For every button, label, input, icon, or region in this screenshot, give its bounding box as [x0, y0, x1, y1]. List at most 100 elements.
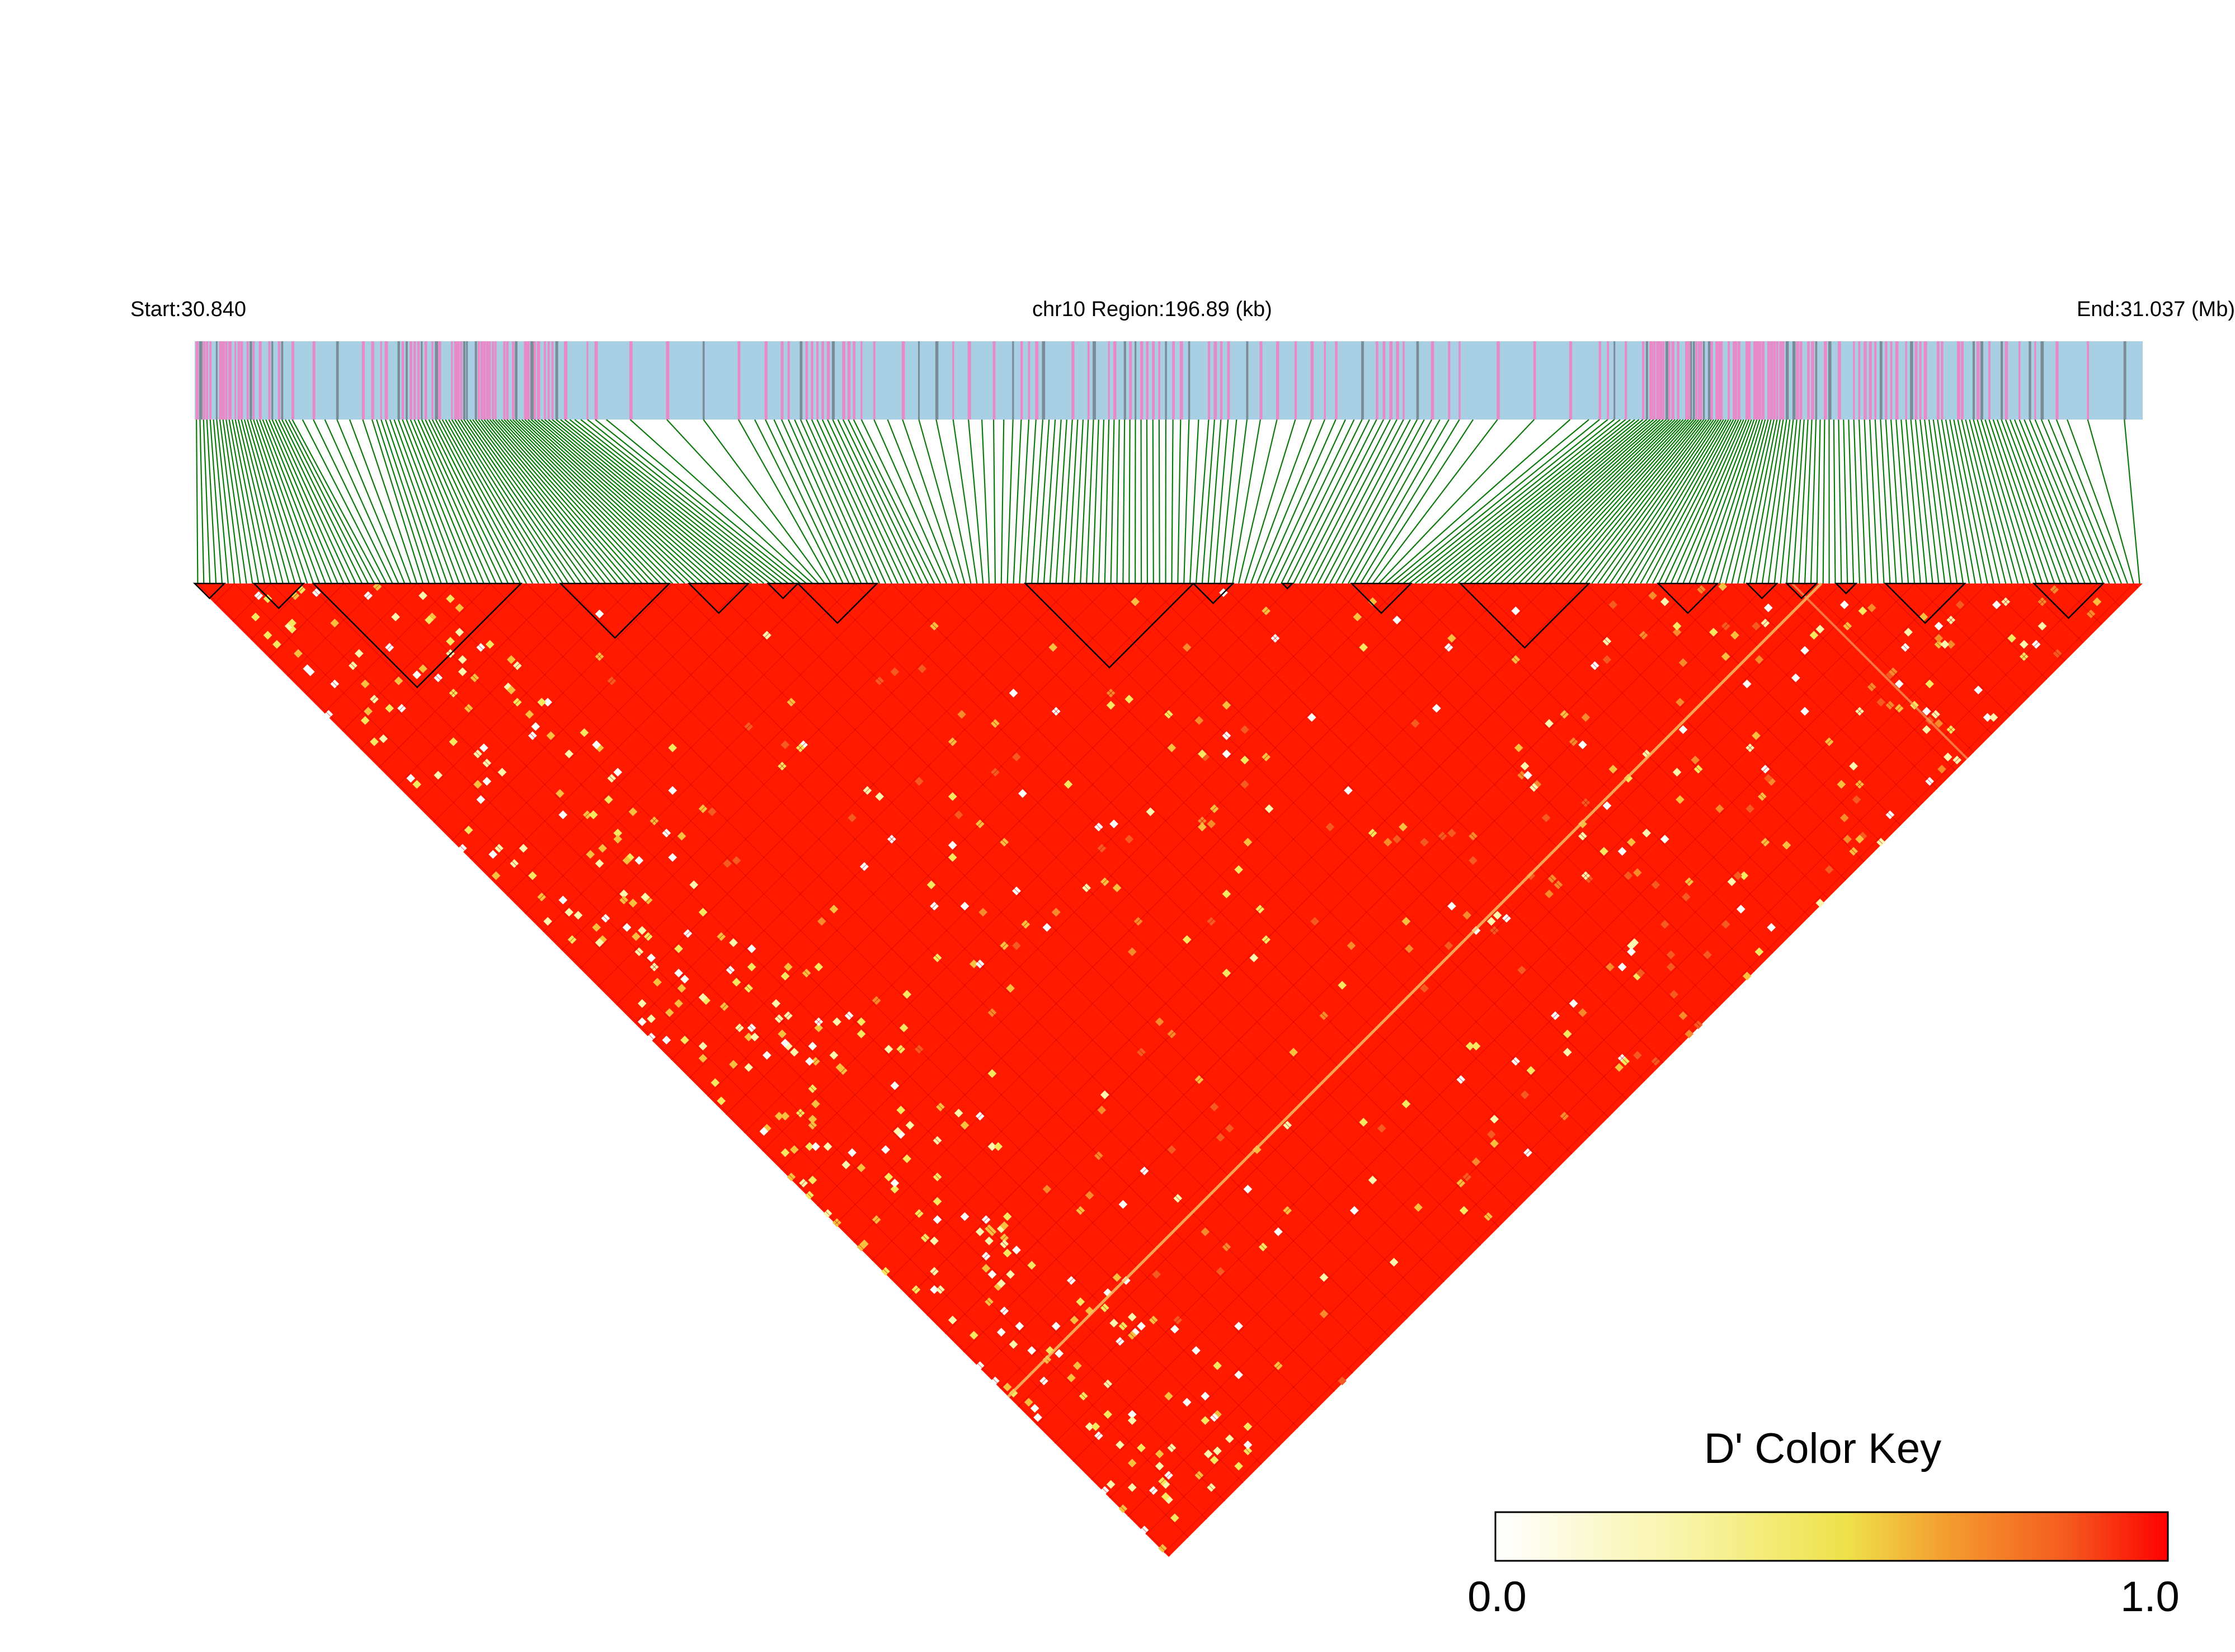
ld-cell: [1240, 780, 1249, 789]
ld-cell: [1198, 749, 1207, 759]
connector-line: [288, 419, 375, 584]
connector-line: [1409, 419, 1615, 584]
ld-cell: [2038, 622, 2047, 631]
ld-grid-line: [1403, 583, 1773, 954]
ld-cell: [1067, 1373, 1076, 1382]
snp-bar-stripe: [1960, 341, 1964, 420]
connector-line: [1652, 419, 1737, 584]
ld-cell: [780, 1112, 790, 1121]
ld-cell: [1264, 804, 1274, 813]
ld-cell: [425, 615, 434, 625]
ld-cell: [531, 722, 540, 731]
ld-cell: [586, 850, 595, 859]
ld-grid-line: [818, 583, 1481, 1246]
ld-cell: [1222, 889, 1231, 898]
ld-grid-line: [1987, 583, 2065, 662]
connector-line: [278, 419, 357, 584]
ld-cell: [1024, 1397, 1033, 1407]
ld-cell: [680, 975, 689, 984]
ld-cell: [1243, 1422, 1253, 1431]
connector-line: [1591, 419, 1712, 584]
connector-line: [1353, 419, 1450, 584]
snp-bar-stripe: [821, 341, 825, 420]
ld-cell: [592, 923, 601, 932]
ld-cell: [2019, 639, 2029, 649]
ld-grid-line: [1731, 583, 1938, 789]
snp-bar-stripe: [1715, 341, 1718, 420]
connector-line: [1451, 419, 1648, 584]
snp-bar-stripe: [222, 341, 225, 420]
connector-line: [1323, 419, 1411, 584]
snp-bar-stripe: [424, 341, 427, 420]
ld-cell: [1155, 1461, 1164, 1471]
connector-line: [1110, 419, 1115, 584]
haplotype-block: [766, 582, 800, 600]
snp-bar-stripe: [1607, 341, 1610, 420]
connector-line: [1949, 419, 1982, 584]
ld-cell: [595, 609, 604, 619]
connector-line: [811, 419, 887, 584]
snp-bar-stripe: [860, 341, 863, 420]
ld-grid-line: [1950, 583, 2048, 680]
ld-cell: [905, 1121, 915, 1130]
connector-line: [1621, 419, 1724, 584]
ld-cell: [784, 962, 793, 972]
ld-grid-line: [1037, 583, 1591, 1136]
ld-cell: [1401, 1099, 1411, 1109]
ld-cell: [1545, 889, 1554, 898]
connector-line: [1658, 419, 1739, 584]
connector-line: [271, 419, 345, 584]
ld-cell: [1118, 1200, 1128, 1209]
snp-bar-stripe: [1879, 341, 1883, 420]
connector-line: [1992, 419, 2049, 584]
connector-line: [228, 419, 260, 584]
ld-grid-line: [964, 583, 1554, 1173]
connector-line: [518, 419, 691, 584]
ld-cell: [1003, 1212, 1012, 1221]
connector-line: [1201, 419, 1215, 584]
ld-cell: [1353, 613, 1362, 622]
ld-cell: [1745, 804, 1754, 813]
ld-cell: [1167, 743, 1177, 752]
ld-grid-line: [1695, 583, 1919, 808]
ld-cell: [1669, 990, 1678, 999]
snp-bar-stripe: [1028, 341, 1031, 420]
connector-line: [398, 419, 460, 584]
connector-line: [1000, 419, 1005, 584]
connector-line: [1298, 419, 1384, 584]
connector-line: [495, 419, 643, 584]
ld-cell: [1249, 953, 1259, 963]
snp-bar-stripe: [842, 341, 846, 420]
ld-cell: [948, 1315, 957, 1325]
snp-bar-stripe: [1936, 341, 1940, 420]
ld-cell: [1392, 835, 1401, 844]
ld-cell: [1678, 725, 1688, 734]
ld-cell: [1447, 829, 1456, 837]
connector-line: [1924, 419, 1946, 584]
ld-cell: [674, 968, 683, 978]
ld-grid-line: [798, 583, 1404, 1188]
ld-cell: [1243, 1440, 1253, 1449]
snp-bar-stripe: [967, 341, 971, 420]
connector-line: [259, 419, 321, 584]
ld-grid-line: [1366, 583, 1755, 972]
connector-line: [1988, 419, 2043, 584]
ld-cell: [1493, 911, 1502, 920]
ld-cell: [896, 1129, 906, 1139]
region-label: chr10 Region:196.89 (kb): [1032, 298, 1272, 321]
snp-bar-stripe: [1172, 341, 1175, 420]
connector-line: [1780, 419, 1798, 584]
connector-line: [1226, 419, 1248, 584]
ld-cell: [1112, 883, 1122, 892]
snp-bar-stripe: [417, 341, 420, 420]
ld-cell: [981, 1264, 991, 1273]
ld-cell: [759, 1127, 769, 1136]
connector-line: [521, 419, 698, 584]
connector-line: [1542, 419, 1692, 584]
snp-bar-stripe: [935, 341, 939, 420]
connector-line: [425, 419, 503, 584]
ld-cell: [1471, 1042, 1481, 1051]
snp-bar-stripe: [277, 341, 281, 420]
ld-cell: [628, 898, 638, 908]
snp-bar-stripe: [1707, 341, 1711, 420]
